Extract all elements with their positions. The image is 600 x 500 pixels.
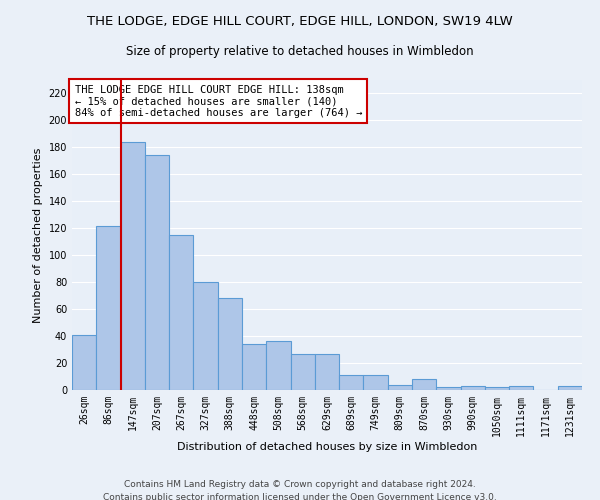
Bar	[290, 354, 315, 390]
Bar	[145, 156, 169, 390]
Text: THE LODGE, EDGE HILL COURT, EDGE HILL, LONDON, SW19 4LW: THE LODGE, EDGE HILL COURT, EDGE HILL, L…	[87, 15, 513, 28]
Bar	[315, 354, 339, 390]
Text: THE LODGE EDGE HILL COURT EDGE HILL: 138sqm
← 15% of detached houses are smaller: THE LODGE EDGE HILL COURT EDGE HILL: 138…	[74, 84, 362, 118]
Bar	[218, 298, 242, 390]
Text: Size of property relative to detached houses in Wimbledon: Size of property relative to detached ho…	[126, 45, 474, 58]
Bar	[169, 235, 193, 390]
Bar	[461, 386, 485, 390]
Bar	[509, 386, 533, 390]
Bar	[388, 384, 412, 390]
Bar	[485, 388, 509, 390]
Bar	[412, 379, 436, 390]
Bar	[242, 344, 266, 390]
Bar	[436, 388, 461, 390]
Bar	[193, 282, 218, 390]
Text: Contains public sector information licensed under the Open Government Licence v3: Contains public sector information licen…	[103, 492, 497, 500]
X-axis label: Distribution of detached houses by size in Wimbledon: Distribution of detached houses by size …	[177, 442, 477, 452]
Bar	[558, 386, 582, 390]
Bar	[96, 226, 121, 390]
Bar	[72, 334, 96, 390]
Y-axis label: Number of detached properties: Number of detached properties	[33, 148, 43, 322]
Bar	[364, 375, 388, 390]
Bar	[121, 142, 145, 390]
Bar	[266, 342, 290, 390]
Bar	[339, 375, 364, 390]
Text: Contains HM Land Registry data © Crown copyright and database right 2024.: Contains HM Land Registry data © Crown c…	[124, 480, 476, 489]
